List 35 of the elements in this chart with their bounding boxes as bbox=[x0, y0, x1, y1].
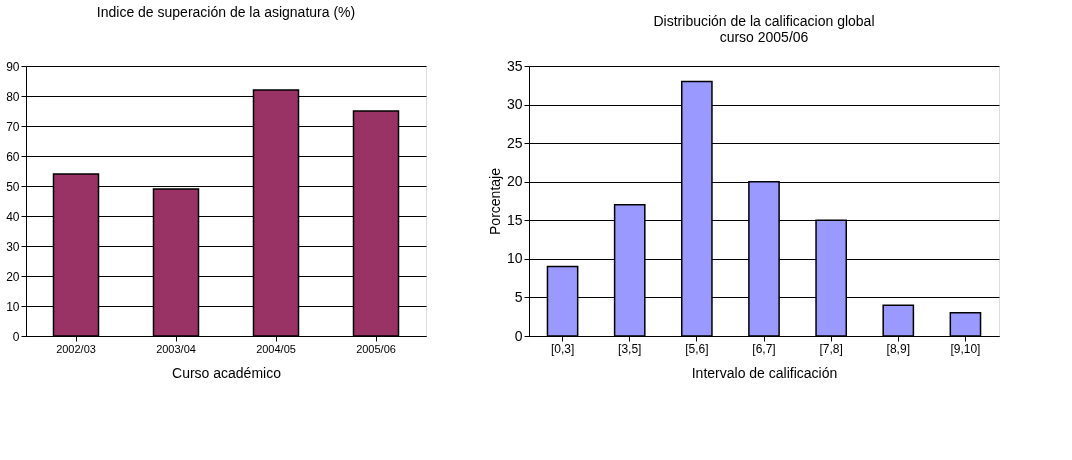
x-tick-label: 2005/06 bbox=[356, 342, 396, 355]
x-axis-title: Curso académico bbox=[172, 364, 282, 381]
x-tick-label: 2004/05 bbox=[256, 342, 296, 355]
chart-title: Indice de superación de la asignatura (%) bbox=[96, 4, 356, 20]
y-tick-label: 60 bbox=[6, 149, 20, 164]
y-axis-title: Porcentaje bbox=[486, 167, 503, 235]
y-tick-label: 35 bbox=[506, 57, 523, 74]
y-tick-label: 80 bbox=[6, 89, 20, 104]
y-tick-label: 20 bbox=[6, 269, 20, 284]
x-tick-label: [3,5] bbox=[618, 341, 642, 356]
x-axis-title: Intervalo de calificación bbox=[691, 364, 838, 381]
y-tick-label: 30 bbox=[506, 96, 523, 113]
y-tick-label: 10 bbox=[6, 299, 20, 314]
x-tick-label: [8,9] bbox=[886, 341, 910, 356]
y-tick-label: 30 bbox=[6, 239, 20, 254]
x-tick-label: 2003/04 bbox=[156, 342, 196, 355]
y-tick-label: 70 bbox=[6, 119, 20, 134]
y-tick-label: 15 bbox=[506, 211, 523, 228]
y-tick-label: 0 bbox=[12, 329, 20, 344]
y-tick-label: 90 bbox=[6, 59, 20, 74]
y-tick-label: 50 bbox=[6, 179, 20, 194]
chart-title: Distribución de la calificacion global bbox=[653, 13, 875, 29]
x-tick-label: [6,7] bbox=[752, 341, 776, 356]
y-tick-label: 0 bbox=[514, 327, 523, 344]
y-tick-label: 10 bbox=[506, 250, 523, 267]
x-tick-label: 2002/03 bbox=[56, 342, 96, 355]
y-tick-label: 5 bbox=[514, 288, 523, 305]
chart-subtitle: curso 2005/06 bbox=[719, 29, 809, 45]
y-tick-label: 40 bbox=[6, 209, 20, 224]
y-tick-label: 25 bbox=[506, 134, 523, 151]
x-tick-label: [0,3] bbox=[550, 341, 575, 356]
y-tick-label: 20 bbox=[506, 173, 523, 190]
x-tick-label: [7,8] bbox=[819, 341, 843, 356]
x-tick-label: [5,6] bbox=[685, 341, 709, 356]
x-tick-label: [9,10] bbox=[950, 341, 981, 356]
